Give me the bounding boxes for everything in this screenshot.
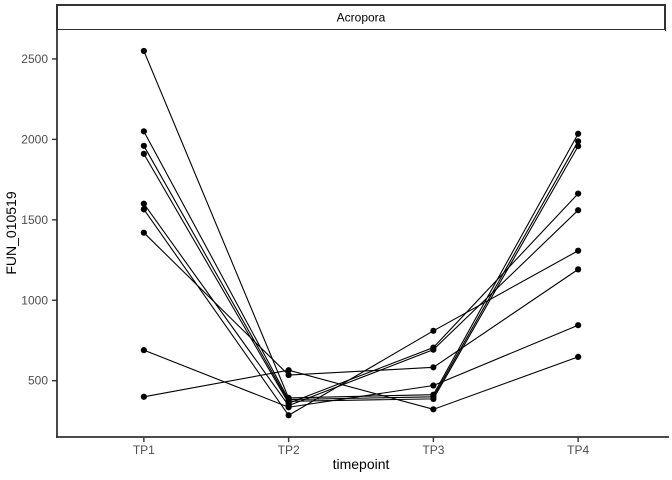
- data-point-sample-4-TP1: [140, 150, 147, 157]
- data-point-sample-8-TP3: [430, 382, 437, 389]
- data-point-sample-4-TP4: [575, 190, 582, 197]
- data-point-sample-9-TP1: [140, 393, 147, 400]
- tick-labels-layer: 500 1000 1500 2000 2500 TP1 TP2 TP3 TP4: [21, 52, 589, 457]
- x-tick-label-TP4: TP4: [567, 443, 589, 457]
- axes-layer: [56, 30, 669, 438]
- data-point-sample-9-TP3: [430, 406, 437, 413]
- data-point-sample-7-TP3: [430, 364, 437, 371]
- y-axis-title: FUN_010519: [3, 191, 19, 274]
- series-line-sample-9: [143, 356, 579, 410]
- data-point-sample-6-TP4: [575, 247, 582, 254]
- x-tick-label-TP1: TP1: [133, 443, 155, 457]
- data-point-sample-7-TP4: [575, 266, 582, 273]
- y-tick-label-500: 500: [28, 374, 48, 388]
- y-tick-label-1000: 1000: [21, 293, 48, 307]
- data-point-sample-3-TP3: [430, 395, 437, 402]
- data-point-sample-2-TP1: [140, 128, 147, 135]
- series-line-sample-7: [143, 232, 579, 376]
- series-line-sample-6: [143, 209, 579, 417]
- plot-panel: [57, 30, 665, 437]
- facet-strip-label: Acropora: [337, 11, 386, 25]
- x-axis-title: timepoint: [333, 456, 390, 472]
- series-lines-layer: [143, 50, 579, 417]
- data-point-sample-6-TP1: [140, 206, 147, 213]
- data-point-sample-9-TP2: [285, 367, 292, 374]
- data-point-sample-8-TP1: [140, 347, 147, 354]
- data-point-sample-5-TP1: [140, 200, 147, 207]
- x-tick-label-TP2: TP2: [278, 443, 300, 457]
- y-tick-label-2500: 2500: [21, 52, 48, 66]
- data-point-sample-8-TP4: [575, 322, 582, 329]
- series-line-sample-5: [143, 203, 579, 407]
- data-point-sample-7-TP1: [140, 229, 147, 236]
- data-point-sample-2-TP4: [575, 138, 582, 145]
- data-point-sample-3-TP4: [575, 143, 582, 150]
- data-point-sample-6-TP3: [430, 327, 437, 334]
- x-tick-label-TP3: TP3: [422, 443, 444, 457]
- data-point-sample-5-TP3: [430, 346, 437, 353]
- y-tick-label-2000: 2000: [21, 132, 48, 146]
- data-point-sample-1-TP1: [140, 47, 147, 55]
- y-tick-label-1500: 1500: [21, 213, 48, 227]
- data-point-sample-5-TP4: [575, 207, 582, 214]
- data-point-sample-7-TP2: [285, 371, 292, 379]
- tick-marks-layer: [52, 58, 579, 442]
- data-point-sample-6-TP2: [285, 412, 292, 419]
- data-point-sample-3-TP1: [140, 142, 147, 149]
- series-line-sample-8: [143, 324, 579, 408]
- data-points-layer: [140, 47, 582, 419]
- series-line-sample-2: [143, 131, 579, 401]
- series-line-sample-3: [143, 145, 579, 402]
- data-point-sample-1-TP4: [575, 130, 582, 137]
- data-point-sample-8-TP2: [285, 404, 292, 411]
- data-point-sample-9-TP4: [575, 353, 582, 360]
- series-line-sample-4: [143, 153, 579, 404]
